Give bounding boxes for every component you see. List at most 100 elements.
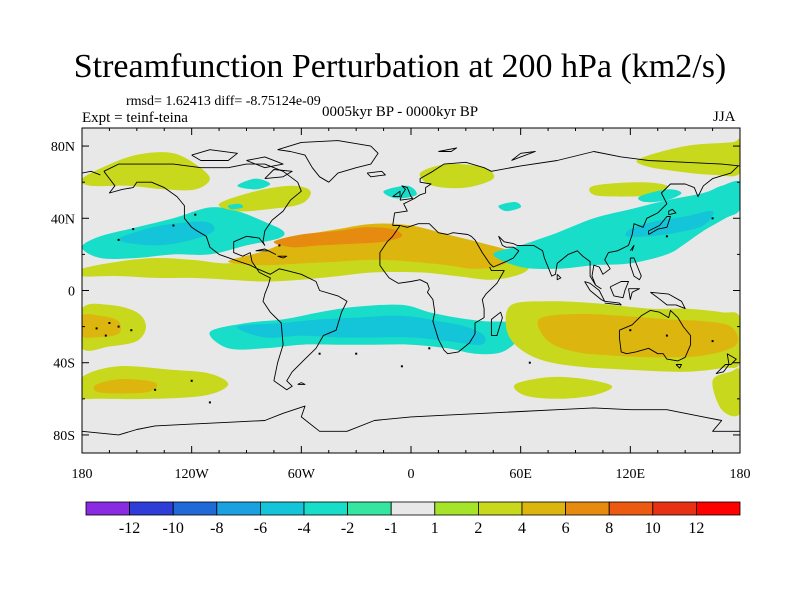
colorbar-box-9 (477, 501, 523, 516)
stipple-dot-9 (117, 325, 120, 328)
coastline-28 (264, 169, 293, 180)
colorbar-label-9: 4 (518, 520, 526, 537)
colorbar-label-11: 8 (605, 520, 613, 537)
contour-region-8 (625, 210, 714, 237)
coastline-21 (556, 273, 562, 281)
stipple-dot-13 (318, 352, 321, 355)
coastline-23 (715, 353, 737, 375)
contour-region-6 (237, 315, 486, 345)
colorbar-label-6: -1 (385, 520, 398, 537)
contour-region-16 (82, 152, 210, 191)
contour-region-14 (93, 378, 158, 394)
coastline-29 (511, 151, 536, 161)
y-tick-label-1: 40N (51, 212, 75, 227)
colorbar-label-5: -2 (341, 520, 354, 537)
coastline-17 (609, 281, 629, 299)
colorbar-label-7: 1 (431, 520, 439, 537)
colorbar-box-12 (608, 501, 654, 516)
colorbar-label-8: 2 (474, 520, 482, 537)
coastline-11 (366, 170, 386, 178)
stipple-dot-20 (190, 379, 193, 382)
colorbar-label-3: -6 (254, 520, 267, 537)
stipple-dot-21 (208, 401, 211, 404)
coastline-4 (392, 165, 739, 290)
contour-region-22 (237, 178, 271, 190)
colorbar-box-5 (303, 501, 348, 516)
stipple-dot-7 (711, 340, 714, 343)
colorbar-box-14 (696, 501, 741, 516)
stipple-dot-17 (400, 365, 403, 368)
coastline-9 (399, 185, 414, 201)
stipple-dot-1 (132, 228, 135, 231)
coastline-18 (628, 288, 640, 300)
stipple-dot-5 (665, 334, 668, 337)
contour-region-26 (638, 189, 682, 203)
stats-label: rmsd= 1.62413 diff= -8.75124e-09 (126, 94, 321, 109)
season-label: JJA (713, 109, 736, 125)
contour-region-7 (493, 180, 740, 269)
coastline-16 (604, 300, 622, 306)
coastline-10 (392, 190, 401, 198)
colorbar-box-4 (259, 501, 305, 516)
contour-region-12 (537, 313, 739, 358)
coastline-5 (379, 225, 505, 355)
x-tick-label-6: 180 (730, 467, 751, 482)
coastline-19 (650, 291, 686, 310)
stipple-dot-11 (95, 327, 98, 330)
contour-region-20 (636, 138, 740, 177)
x-tick-label-3: 0 (408, 467, 415, 482)
stipple-dot-16 (528, 361, 531, 364)
contour-region-24 (227, 203, 244, 210)
coastline-13 (668, 208, 677, 216)
y-tick-label-0: 80N (51, 140, 75, 155)
coastline-1 (277, 140, 379, 183)
stipple-dot-18 (665, 235, 668, 238)
contour-region-18 (419, 163, 495, 189)
x-tick-label-0: 180 (72, 467, 93, 482)
stipple-dot-12 (130, 329, 133, 332)
coastline-8 (82, 405, 740, 436)
colorbar-label-1: -10 (163, 520, 184, 537)
stipple-dot-0 (172, 224, 175, 227)
colorbar-label-4: -4 (297, 520, 310, 537)
coastline-26 (191, 149, 238, 161)
colorbar-box-6 (347, 501, 392, 516)
y-tick-label-4: 80S (53, 429, 75, 444)
colorbar-box-8 (434, 501, 479, 516)
experiment-label: Expt = teinf-teina (82, 110, 188, 126)
colorbar-box-7 (390, 501, 436, 516)
coastline-6 (490, 311, 503, 337)
period-label: 0005kyr BP - 0000kyr BP (322, 104, 479, 120)
coastline-12 (648, 216, 671, 235)
stipple-dot-3 (278, 244, 281, 247)
x-tick-label-2: 60W (288, 467, 316, 482)
contour-region-4 (118, 221, 215, 246)
stipple-dot-14 (355, 352, 358, 355)
colorbar-label-2: -8 (210, 520, 223, 537)
coastline-14 (629, 244, 635, 252)
colorbar: -12 -10 -8 -6 -4 -2 -1 1 2 4 6 8 10 12 (85, 501, 741, 537)
contour-region-15 (513, 376, 613, 399)
colorbar-box-3 (216, 501, 261, 516)
x-tick-label-1: 120W (175, 467, 210, 482)
contour-region-2 (273, 227, 403, 248)
coastline-3 (82, 170, 101, 176)
colorbar-label-10: 6 (562, 520, 570, 537)
stipple-dot-19 (711, 217, 714, 220)
y-tick-label-3: 40S (53, 357, 75, 372)
coastline-30 (438, 147, 458, 152)
y-tick-label-2: 0 (68, 285, 75, 300)
contour-region-1 (228, 223, 513, 269)
stipple-dot-2 (194, 213, 197, 216)
coastline-25 (277, 255, 288, 259)
stipple-dot-4 (117, 238, 120, 241)
colorbar-label-13: 12 (688, 520, 704, 537)
contour-region-10 (82, 314, 122, 338)
coastline-20 (629, 257, 642, 281)
y-axis: 80N 40N 0 40S 80S (51, 140, 740, 444)
coastline-2 (392, 151, 740, 226)
colorbar-box-13 (652, 501, 697, 516)
colorbar-box-11 (565, 501, 610, 516)
colorbar-label-0: -12 (119, 520, 140, 537)
